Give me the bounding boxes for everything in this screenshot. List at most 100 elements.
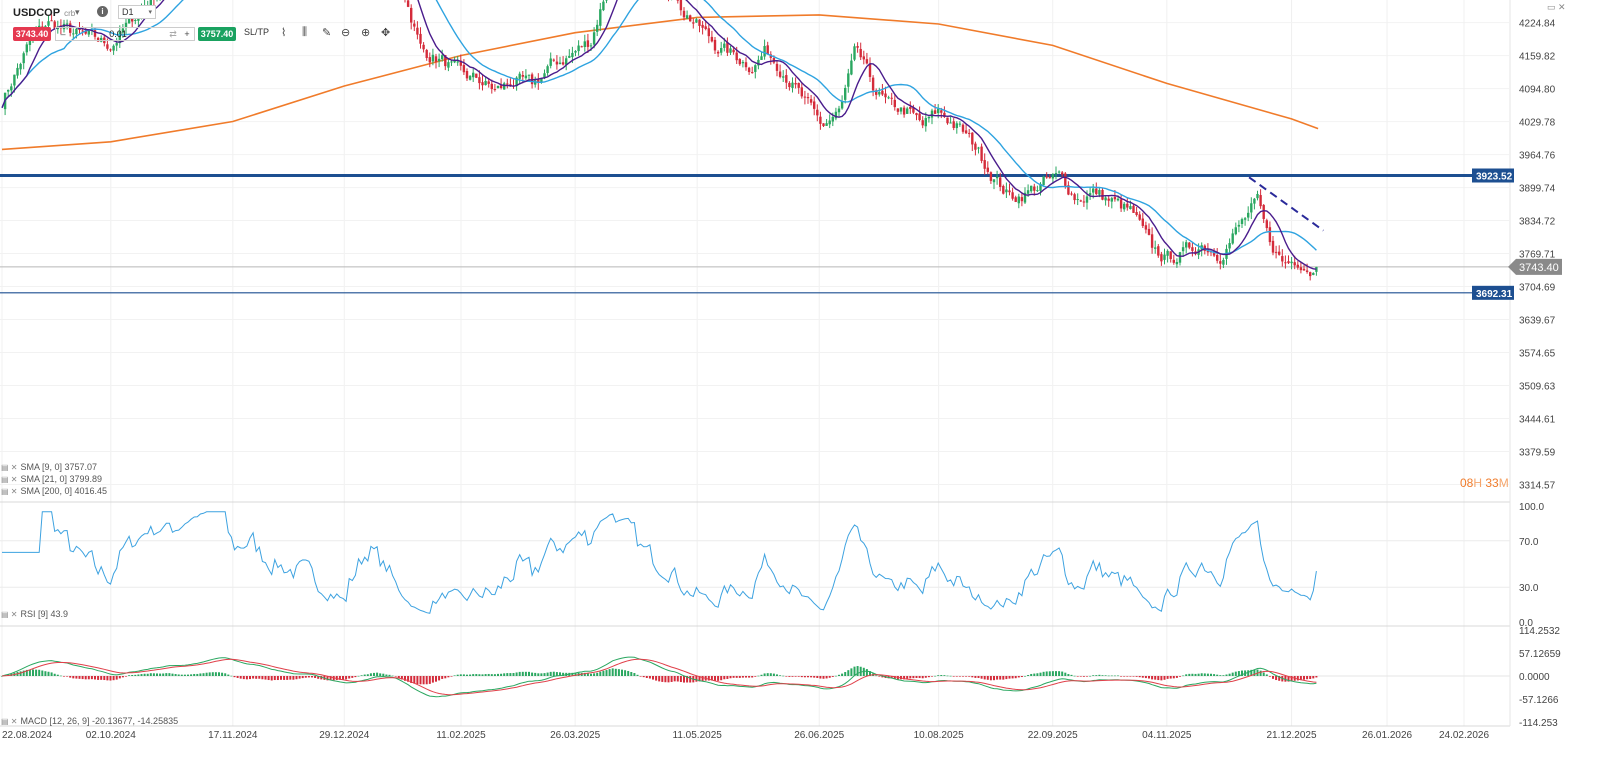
timeframe-value: D1	[122, 7, 134, 17]
macd-histogram-bar	[407, 676, 410, 682]
macd-histogram-bar	[466, 674, 468, 676]
buy-button[interactable]: 3757.40	[198, 27, 236, 41]
price-tick-label: 3574.65	[1519, 349, 1556, 360]
macd-histogram-bar	[242, 676, 245, 680]
quantity-stepper[interactable]: – 0.01 ⇄ +	[55, 27, 195, 41]
settings-icon[interactable]: ▤ ✕	[1, 609, 18, 619]
timeframe-select[interactable]: D1 ▾	[118, 5, 156, 19]
macd-panel[interactable]	[1, 656, 1318, 698]
macd-histogram-bar	[993, 676, 995, 681]
candle-body	[1278, 251, 1281, 255]
settings-icon[interactable]: ▤ ✕	[1, 716, 18, 726]
candle-body	[7, 89, 10, 92]
macd-histogram-bar	[78, 676, 81, 679]
macd-histogram-bar	[255, 676, 258, 679]
macd-histogram-bar	[1113, 675, 1116, 677]
candle-body	[87, 30, 90, 35]
legend-macd[interactable]: ▤ ✕ MACD [12, 26, 9] -20.13677, -14.25835	[1, 716, 178, 726]
macd-histogram-bar	[342, 676, 344, 680]
macd-histogram-bar	[1144, 676, 1147, 679]
candle-body	[499, 85, 503, 89]
candle-body	[1085, 196, 1089, 203]
decrease-button[interactable]: –	[60, 29, 66, 39]
candle-body	[131, 17, 134, 22]
date-tick-label: 26.06.2025	[794, 730, 844, 741]
candle-body	[698, 19, 701, 26]
macd-histogram-bar	[1213, 674, 1216, 676]
zoom-out-icon[interactable]: ⊖	[341, 27, 351, 39]
macd-histogram-bar	[1117, 675, 1119, 677]
candle-body	[902, 107, 906, 115]
macd-histogram-bar	[1126, 676, 1129, 677]
macd-histogram-bar	[156, 673, 158, 676]
restore-icon[interactable]: ▭	[1547, 2, 1556, 12]
increase-button[interactable]: +	[184, 29, 190, 39]
legend-sma9[interactable]: ▤ ✕ SMA [9, 0] 3757.07	[1, 462, 97, 472]
macd-histogram-bar	[97, 676, 100, 680]
macd-histogram-bar	[1, 676, 3, 677]
line-icon[interactable]: ⌇	[281, 27, 287, 39]
macd-histogram-bar	[825, 676, 828, 679]
candle-body	[1113, 196, 1117, 200]
macd-histogram-bar	[366, 674, 369, 676]
level-price-tag	[1472, 168, 1514, 183]
axes: 22.08.2024 02.10.2024 17.11.2024 29.12.2024…	[2, 19, 1562, 741]
crosshair-icon[interactable]: ✥	[381, 27, 391, 39]
candle-body	[605, 0, 608, 1]
candle-body	[1095, 188, 1098, 195]
macd-histogram-bar	[28, 669, 31, 676]
symbol-name: USDCOP	[13, 7, 61, 19]
sltp-button[interactable]: SL/TP	[244, 27, 270, 37]
macd-histogram-bar	[1002, 676, 1005, 680]
macd-histogram-bar	[819, 676, 822, 679]
macd-histogram-bar	[776, 674, 778, 676]
sma200-line	[1, 14, 1319, 151]
info-icon[interactable]: i	[97, 6, 108, 17]
symbol-dropdown-icon[interactable]: ▾	[75, 7, 80, 17]
candle-body	[456, 61, 459, 63]
macd-histogram-bar	[276, 676, 279, 681]
swap-icon[interactable]: ⇄	[169, 28, 177, 39]
macd-histogram-bar	[965, 676, 968, 677]
macd-histogram-bar	[1070, 674, 1073, 676]
settings-icon[interactable]: ▤ ✕	[1, 462, 18, 472]
draw-icon[interactable]: ✎	[322, 27, 332, 39]
settings-icon[interactable]: ▤ ✕	[1, 486, 18, 496]
macd-histogram-bar	[552, 671, 555, 676]
zoom-in-icon[interactable]: ⊕	[361, 27, 371, 39]
legend-rsi[interactable]: ▤ ✕ RSI [9] 43.9	[1, 609, 68, 619]
candle-body	[775, 63, 779, 71]
macd-histogram-bar	[614, 668, 617, 676]
symbol-label[interactable]: USDCOP crb	[13, 7, 75, 19]
candle-body	[726, 42, 729, 53]
settings-icon[interactable]: ▤ ✕	[1, 474, 18, 484]
candle-body	[1265, 220, 1268, 229]
macd-histogram-bar	[797, 676, 800, 677]
candle-body	[710, 36, 714, 42]
macd-histogram-bar	[624, 670, 627, 676]
macd-histogram-bar	[1039, 672, 1042, 676]
candle-body	[828, 120, 831, 125]
macd-histogram-bar	[25, 669, 28, 676]
legend-sma200[interactable]: ▤ ✕ SMA [200, 0] 4016.45	[1, 486, 107, 496]
macd-histogram-bar	[177, 674, 180, 676]
close-icon[interactable]: ✕	[1558, 2, 1566, 12]
sell-button[interactable]: 3743.40	[13, 27, 51, 41]
candle-body	[19, 63, 22, 70]
candle-body	[1023, 192, 1027, 203]
legend-sma21[interactable]: ▤ ✕ SMA [21, 0] 3799.89	[1, 474, 102, 484]
macd-histogram-bar	[1253, 669, 1256, 676]
quantity-value[interactable]: 0.01	[109, 29, 127, 39]
candle-body	[565, 58, 568, 65]
candle-body	[1014, 197, 1017, 202]
macd-histogram-bar	[590, 673, 592, 676]
rsi-panel[interactable]	[2, 511, 1317, 614]
price-panel[interactable]	[0, 0, 1510, 294]
candle-body	[1216, 254, 1219, 261]
macd-histogram-bar	[1055, 671, 1057, 676]
indicators-icon[interactable]: ⫼	[302, 26, 308, 38]
candle-body	[441, 55, 444, 60]
candle-body	[524, 75, 528, 79]
candle-body	[10, 86, 13, 91]
